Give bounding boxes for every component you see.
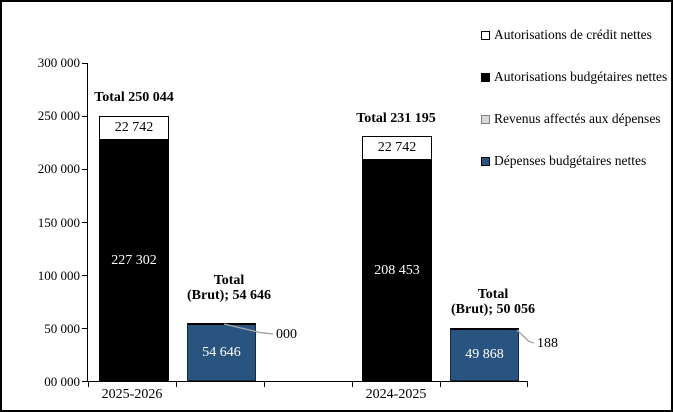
x-tick-mark: [264, 381, 265, 387]
gross-total-label-2024-2025: Total (Brut); 50 056: [413, 287, 573, 317]
y-axis-tick-label: 250 000: [37, 108, 80, 124]
x-tick-mark: [88, 381, 89, 387]
stacked-bar-2024-2025: 22 742 208 453: [362, 135, 432, 381]
gross-total-line1: Total: [213, 273, 245, 288]
gross-bar-2024-2025: 49 868: [450, 328, 519, 381]
x-axis-category-label: 2025-2026: [101, 387, 163, 402]
total-label-2025-2026: Total 250 044: [94, 90, 174, 105]
plot-area: 22 742 227 302 54 646 22 742 208 453 49 …: [82, 63, 528, 402]
legend-label: Autorisations de crédit nettes: [494, 27, 652, 42]
legend-item-revenus: Revenus affectés aux dépenses: [481, 111, 667, 127]
stacked-bar-2025-2026: 22 742 227 302: [99, 116, 169, 381]
gross-bar-2025-2026: 54 646: [187, 323, 256, 381]
legend-label: Dépenses budgétaires nettes: [494, 153, 647, 168]
legend-marker-revenus-icon: [481, 114, 490, 124]
bar-segment-credit: 22 742: [362, 135, 432, 160]
gross-total-line1: Total: [477, 287, 509, 302]
callout-revenus-2024-2025: 188: [537, 336, 558, 351]
x-tick-mark: [440, 381, 441, 387]
bar-segment-budget: 227 302: [99, 140, 169, 381]
bar-segment-gross: 54 646: [187, 323, 256, 381]
gross-total-line2: (Brut); 50 056: [451, 302, 535, 317]
gross-total-line2: (Brut); 54 646: [187, 288, 271, 303]
legend-item-depenses: Dépenses budgétaires nettes: [481, 153, 667, 169]
bar-segment-budget: 208 453: [362, 160, 432, 381]
y-axis-tick-label: 50 000: [44, 320, 80, 336]
y-tick-mark: [82, 275, 88, 276]
y-tick-mark: [82, 63, 88, 64]
y-tick-mark: [82, 381, 88, 382]
legend-item-budget: Autorisations budgétaires nettes: [481, 69, 667, 85]
bar-segment-value: 227 302: [111, 252, 157, 268]
y-tick-mark: [82, 222, 88, 223]
legend: Autorisations de crédit nettes Autorisat…: [481, 27, 667, 169]
y-tick-mark: [82, 116, 88, 117]
x-tick-mark: [352, 381, 353, 387]
bar-segment-credit: 22 742: [99, 116, 169, 141]
y-axis-tick-label: 200 000: [37, 161, 80, 177]
x-tick-mark: [176, 381, 177, 387]
legend-marker-credit-icon: [481, 30, 490, 40]
gross-total-label-2025-2026: Total (Brut); 54 646: [149, 273, 309, 303]
bar-segment-value: 54 646: [202, 344, 241, 360]
y-axis-tick-label: 300 000: [37, 55, 80, 70]
legend-marker-depenses-icon: [481, 156, 490, 166]
total-label-2024-2025: Total 231 195: [356, 111, 436, 126]
bar-segment-gross: 49 868: [450, 328, 519, 381]
y-tick-mark: [82, 168, 88, 170]
y-axis-tick-label: 00 000: [44, 374, 80, 389]
bar-segment-value: 22 742: [114, 120, 154, 136]
bar-segment-value: 22 742: [377, 139, 417, 155]
legend-item-credit: Autorisations de crédit nettes: [481, 27, 667, 43]
bar-segment-value: 49 868: [465, 347, 504, 363]
y-axis-tick-label: 100 000: [37, 267, 80, 283]
legend-marker-budget-icon: [481, 72, 490, 82]
legend-label: Autorisations budgétaires nettes: [494, 69, 668, 84]
x-axis-category-label: 2024-2025: [365, 387, 427, 402]
y-axis-labels: 300 000 250 000 200 000 150 000 100 000 …: [20, 55, 80, 389]
legend-label: Revenus affectés aux dépenses: [494, 111, 661, 126]
bar-segment-value: 208 453: [374, 262, 420, 278]
y-axis-tick-label: 150 000: [37, 214, 80, 230]
x-tick-mark: [527, 381, 528, 387]
callout-revenus-2025-2026: 000: [276, 327, 297, 342]
y-tick-mark: [82, 327, 88, 329]
